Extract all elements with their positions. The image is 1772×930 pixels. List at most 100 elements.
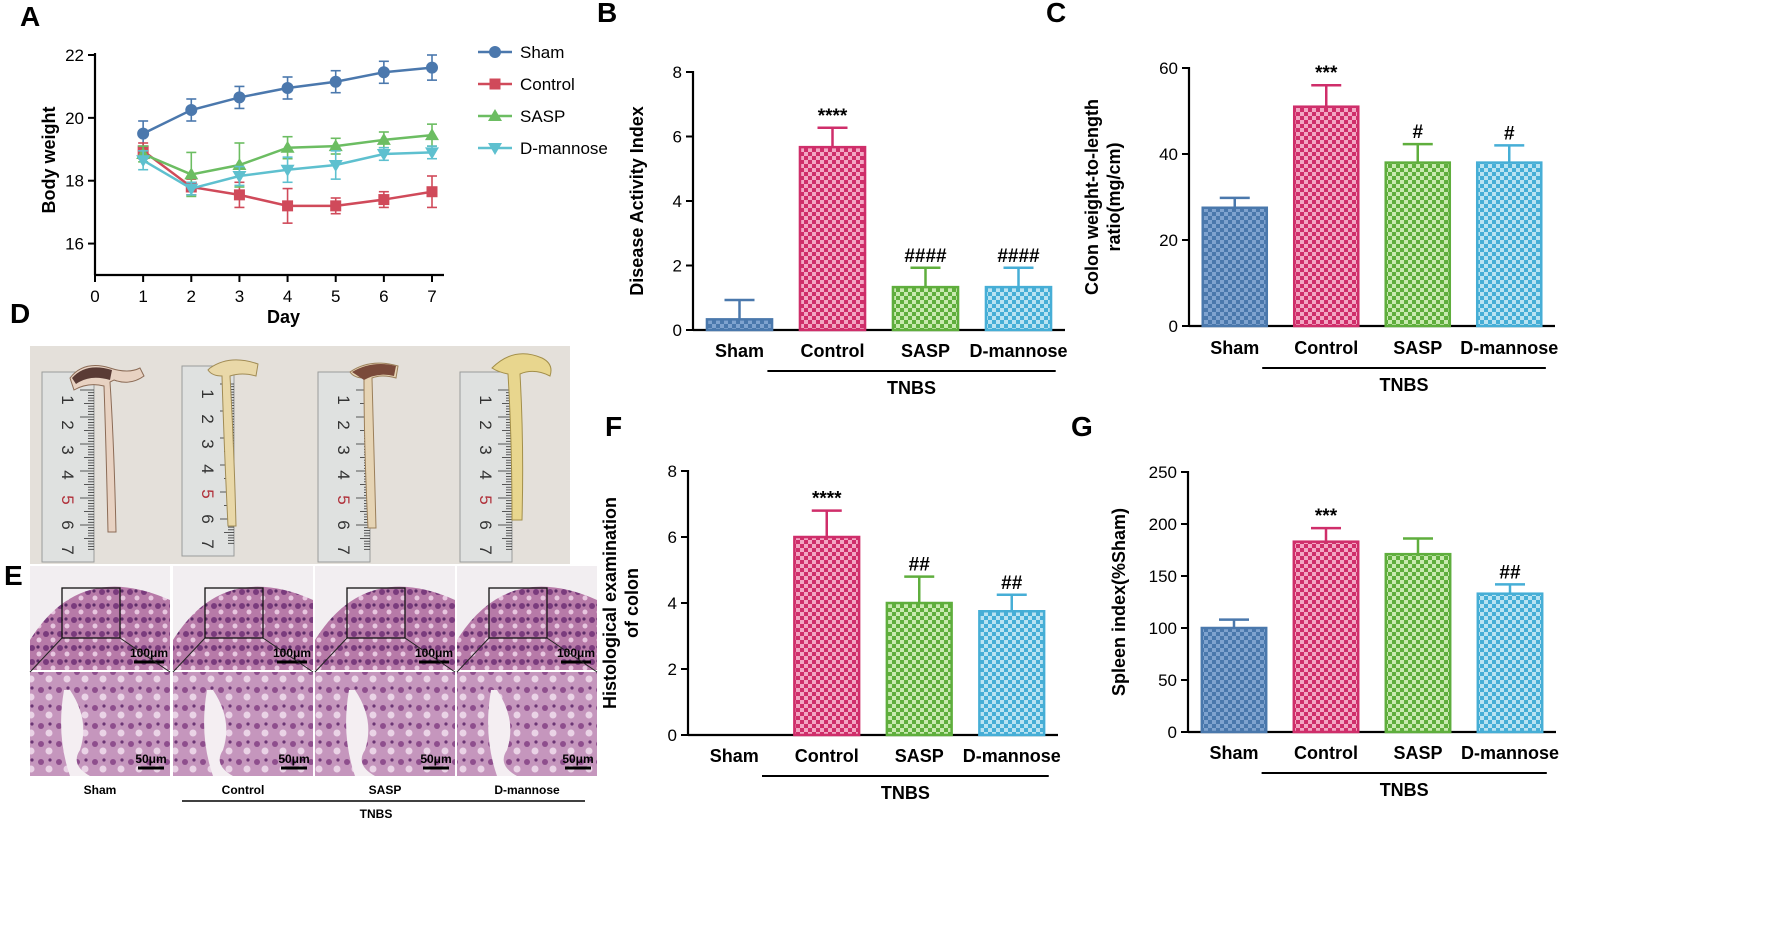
x-tick-label: 1 xyxy=(138,287,147,306)
spleen-index-bar-chart: 0 50 100 150 200 250 Sham *** Control SASP ## D-man… xyxy=(1109,463,1559,800)
histology-images: 100μm 50μm Sham 100μm 50μm Control 100μm 50μm SA… xyxy=(29,566,598,821)
category-label: D-mannose xyxy=(1461,743,1559,763)
data-point xyxy=(488,143,502,155)
histology-label: Sham xyxy=(84,783,117,797)
x-tick-label: 4 xyxy=(283,287,292,306)
y-tick-label: 6 xyxy=(673,128,682,147)
scale-label: 100μm xyxy=(415,646,453,660)
y-tick-label: 4 xyxy=(668,594,677,613)
histology-label: D-mannose xyxy=(494,783,560,797)
significance-label: ## xyxy=(909,555,931,576)
zoom-line xyxy=(172,637,206,673)
bar-sham xyxy=(1201,206,1269,328)
x-tick-label: 0 xyxy=(90,287,99,306)
x-tick-label: 3 xyxy=(235,287,244,306)
colon-sham xyxy=(69,365,145,533)
significance-label: *** xyxy=(1315,506,1338,527)
data-point xyxy=(184,167,199,180)
series-sham xyxy=(137,54,438,147)
scale-label: 100μm xyxy=(273,646,311,660)
y-tick-label: 2 xyxy=(673,257,682,276)
y-tick-label: 150 xyxy=(1149,567,1177,586)
category-label: SASP xyxy=(1393,743,1442,763)
y-tick-label: 6 xyxy=(668,528,677,547)
bar-sham xyxy=(1200,626,1268,734)
ruler-number: 6 xyxy=(58,520,77,529)
ruler-number: 5 xyxy=(58,495,77,504)
data-point xyxy=(425,147,439,160)
ruler-number: 5 xyxy=(476,495,495,504)
colon-control xyxy=(207,359,259,527)
data-point xyxy=(282,200,294,212)
y-axis-title: Colon weight-to-length xyxy=(1082,99,1102,295)
ruler-number: 6 xyxy=(476,520,495,529)
tissue-section xyxy=(457,586,597,670)
y-tick-label: 8 xyxy=(668,462,677,481)
tissue-section xyxy=(173,586,313,670)
category-label: Sham xyxy=(715,341,764,361)
y-tick-label: 0 xyxy=(673,321,682,340)
bar-d-mannose xyxy=(984,285,1053,332)
significance-label: # xyxy=(1412,122,1423,143)
data-point xyxy=(425,128,439,141)
bar-control xyxy=(793,535,861,737)
histology-label: Control xyxy=(222,783,265,797)
y-axis-title: ratio(mg/cm) xyxy=(1104,142,1124,251)
y-tick-label: 4 xyxy=(673,192,682,211)
significance-label: ## xyxy=(1001,573,1023,594)
y-tick-label: 2 xyxy=(668,660,677,679)
group-label: TNBS xyxy=(1380,375,1429,395)
lumen xyxy=(488,690,517,776)
data-point xyxy=(426,186,438,198)
panel-letter-c: C xyxy=(1046,0,1066,28)
ruler: 1 2 3 4 5 6 7 xyxy=(459,371,513,563)
scale-label: 100μm xyxy=(557,646,595,660)
data-point xyxy=(280,140,295,153)
data-point xyxy=(377,66,390,79)
zoom-line xyxy=(262,637,314,673)
histology-column-control: 100μm 50μm Control xyxy=(172,566,314,797)
data-point xyxy=(136,155,151,168)
significance-label: # xyxy=(1504,123,1515,144)
data-point xyxy=(281,82,294,94)
zoom-line xyxy=(404,637,456,673)
legend-label: Sham xyxy=(520,43,564,62)
category-label: Control xyxy=(1294,338,1358,358)
histology-bottom-image xyxy=(30,672,170,776)
panel-letter-f: F xyxy=(605,411,622,442)
data-point xyxy=(426,61,438,74)
x-tick-label: 7 xyxy=(427,287,436,306)
scale-label: 50μm xyxy=(278,752,309,766)
group-label: TNBS xyxy=(887,378,936,398)
y-tick-label: 22 xyxy=(65,46,84,65)
x-tick-label: 6 xyxy=(379,287,388,306)
data-point xyxy=(489,46,501,58)
ruler-number: 4 xyxy=(334,470,353,479)
legend-label: SASP xyxy=(520,107,565,126)
ruler-number: 1 xyxy=(58,395,77,404)
y-tick-label: 20 xyxy=(1159,231,1178,250)
panel-letter-g: G xyxy=(1071,411,1093,442)
ruler-number: 7 xyxy=(198,539,217,548)
group-label: TNBS xyxy=(881,783,930,803)
panel-letter-a: A xyxy=(20,1,40,32)
ruler-number: 6 xyxy=(198,514,217,523)
bar-d-mannose xyxy=(1476,592,1544,734)
significance-label: **** xyxy=(812,489,842,510)
colon-ratio-bar-chart: 0 20 40 60 Sham *** Control # SASP # D-mannose TNBS… xyxy=(1082,59,1558,395)
group-label: TNBS xyxy=(360,807,393,821)
data-point xyxy=(489,78,501,90)
bar-control xyxy=(1292,105,1360,328)
group-label: TNBS xyxy=(1380,780,1429,800)
panel-letter-e: E xyxy=(4,560,23,591)
bar-sasp xyxy=(891,285,960,332)
zoom-line xyxy=(546,637,598,673)
panel-letter-b: B xyxy=(597,0,617,28)
data-point xyxy=(328,160,343,172)
y-tick-label: 0 xyxy=(1169,317,1178,336)
category-label: D-mannose xyxy=(963,746,1061,766)
data-point xyxy=(185,104,198,116)
significance-label: #### xyxy=(997,246,1040,267)
category-label: SASP xyxy=(901,341,950,361)
